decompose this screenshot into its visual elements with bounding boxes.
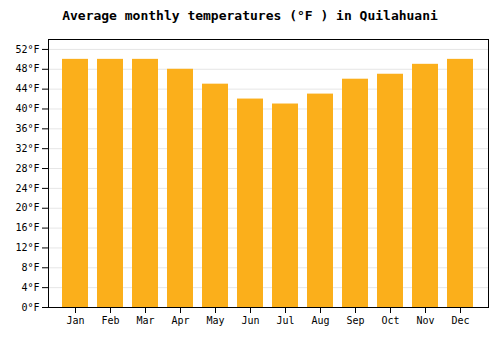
svg-text:20°F: 20°F [15,202,39,213]
svg-text:4°F: 4°F [21,282,39,293]
svg-text:44°F: 44°F [15,83,39,94]
svg-text:28°F: 28°F [15,163,39,174]
svg-text:Mar: Mar [136,315,154,326]
svg-text:32°F: 32°F [15,143,39,154]
svg-text:8°F: 8°F [21,262,39,273]
svg-text:36°F: 36°F [15,123,39,134]
svg-text:Feb: Feb [101,315,119,326]
svg-text:Sep: Sep [346,315,364,326]
svg-text:Jan: Jan [66,315,84,326]
svg-text:0°F: 0°F [21,302,39,313]
svg-text:Dec: Dec [451,315,469,326]
svg-text:Jul: Jul [276,315,294,326]
svg-text:Aug: Aug [311,315,329,326]
svg-text:Oct: Oct [381,315,399,326]
svg-text:12°F: 12°F [15,242,39,253]
svg-text:Jun: Jun [241,315,259,326]
svg-text:Nov: Nov [416,315,434,326]
svg-text:May: May [206,315,224,326]
svg-text:16°F: 16°F [15,222,39,233]
svg-text:40°F: 40°F [15,103,39,114]
svg-text:24°F: 24°F [15,183,39,194]
svg-text:Apr: Apr [171,315,189,326]
html-text:Average monthly temperatures (: Average monthly temperatures (°F ) in Qu… [62,8,438,23]
svg-text:52°F: 52°F [15,44,39,55]
svg-text:48°F: 48°F [15,63,39,74]
